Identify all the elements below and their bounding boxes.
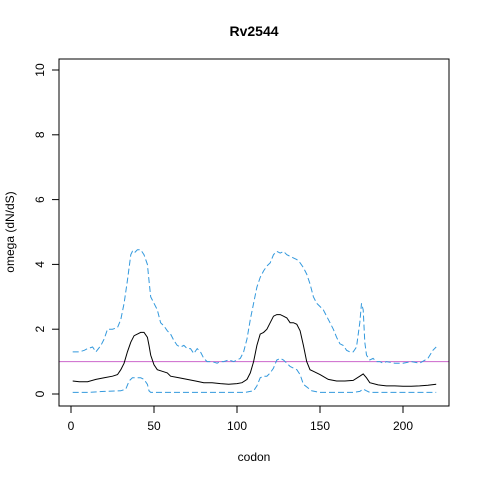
plot-frame (58, 58, 450, 407)
x-tick-label: 150 (310, 419, 330, 433)
series-line-upper (72, 249, 437, 364)
x-axis-label: codon (238, 450, 271, 464)
y-axis-label: omega (dN/dS) (3, 191, 17, 272)
y-tick-label: 2 (33, 326, 47, 333)
chart-title: Rv2544 (229, 23, 278, 39)
x-tick-label: 50 (147, 419, 161, 433)
x-tick-label: 0 (68, 419, 75, 433)
x-tick-label: 100 (227, 419, 247, 433)
x-tick-label: 200 (393, 419, 413, 433)
series-line-lower (72, 357, 437, 393)
y-tick-label: 0 (33, 390, 47, 397)
y-tick-label: 6 (33, 196, 47, 203)
y-tick-label: 8 (33, 131, 47, 138)
y-tick-label: 4 (33, 261, 47, 268)
y-tick-label: 10 (33, 63, 47, 77)
series-line-estimate (72, 314, 437, 387)
